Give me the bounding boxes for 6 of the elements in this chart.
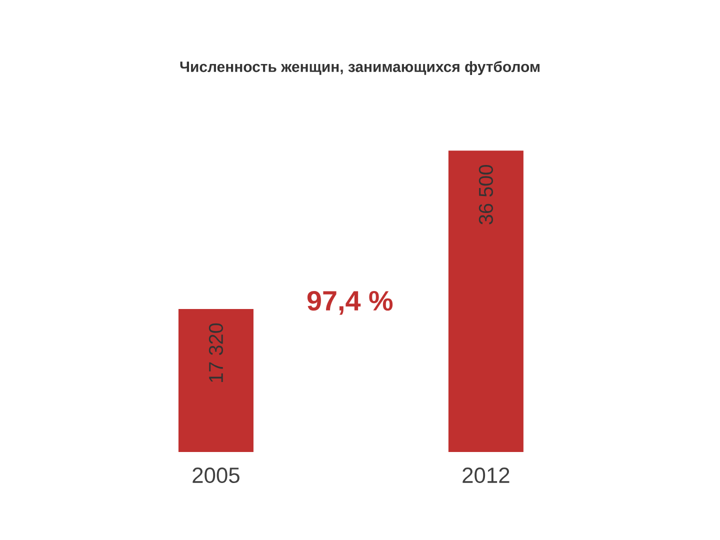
x-tick-label: 2005 [192,468,240,484]
data-label: 17 320 [208,323,224,382]
data-label: 36 500 [478,165,493,224]
x-tick-label: 2012 [462,468,510,484]
annotation: 97,4 % [307,290,393,315]
chart-title: Численность женщин, занимающихся футболом [180,60,540,76]
